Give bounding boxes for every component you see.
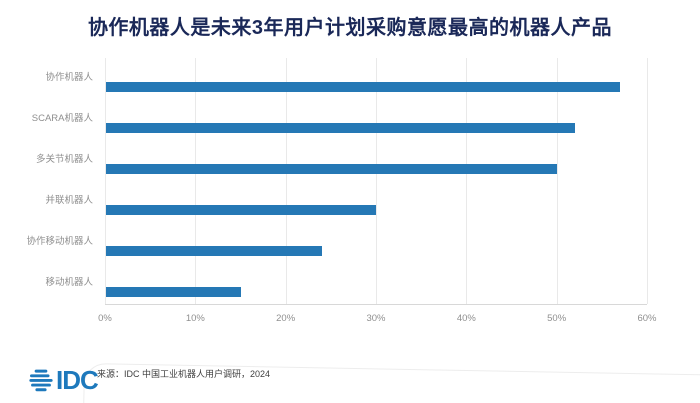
idc-globe-icon — [28, 367, 54, 393]
x-axis-tick-label: 40% — [456, 313, 476, 324]
gridline — [105, 58, 106, 304]
bar — [106, 163, 557, 174]
gridline — [647, 58, 648, 304]
gridline — [466, 58, 468, 304]
x-axis-tick-label: 10% — [185, 313, 205, 324]
bar — [106, 81, 620, 92]
source-text: 来源：IDC 中国工业机器人用户调研，2024 — [97, 369, 271, 379]
bar — [106, 204, 376, 215]
category-label: 协作机器人 — [45, 72, 93, 83]
x-axis-tick-label: 0% — [98, 313, 112, 324]
x-axis-tick-label: 20% — [276, 313, 296, 324]
bar — [106, 245, 322, 256]
bar — [106, 122, 575, 133]
gridline — [285, 58, 287, 304]
category-label: SCARA机器人 — [31, 113, 93, 124]
category-label: 多关节机器人 — [35, 154, 93, 165]
gridline — [195, 58, 197, 304]
chart-title: 协作机器人是未来3年用户计划采购意愿最高的机器人产品 — [87, 17, 613, 39]
bar — [106, 286, 241, 297]
category-label: 并联机器人 — [45, 195, 93, 206]
idc-logo-text: IDC — [56, 365, 99, 395]
x-axis-tick-label: 30% — [366, 313, 386, 324]
gridline — [556, 58, 558, 304]
x-axis-line — [105, 304, 647, 305]
x-axis-tick-label: 50% — [547, 313, 567, 324]
gridline — [376, 58, 377, 304]
x-axis-tick-label: 60% — [637, 313, 657, 324]
category-label: 协作移动机器人 — [26, 236, 93, 247]
idc-logo: IDC — [28, 365, 99, 395]
category-label: 移动机器人 — [45, 277, 93, 288]
